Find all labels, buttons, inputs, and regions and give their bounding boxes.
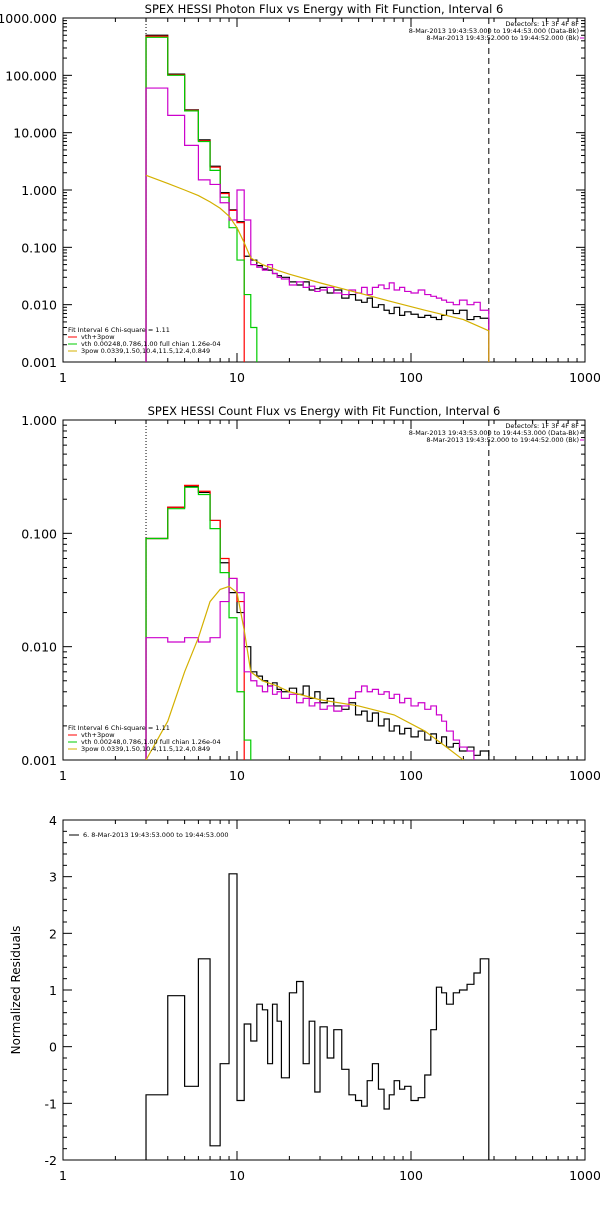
legend-entry: 3pow 0.0339,1.50,10.4,11.5,12.4,0.849: [81, 347, 210, 355]
series-line-4: [145, 87, 490, 362]
y-tick-label: 10.000: [13, 126, 57, 141]
x-tick-label: 100: [399, 768, 423, 783]
y-tick-label: 1: [49, 983, 57, 998]
series-group: [145, 484, 490, 760]
legend-entry: Fit Interval 6 Chi-square = 1.11: [68, 724, 170, 732]
x-tick-label: 10: [229, 1168, 245, 1183]
y-tick-label: 4: [49, 813, 57, 828]
y-tick-label: 3: [49, 870, 57, 885]
chart-panel-2: SPEX HESSI Count Flux vs Energy with Fit…: [21, 404, 600, 783]
y-tick-label: 1.000: [21, 413, 57, 428]
y-tick-label: 0.100: [21, 526, 57, 541]
header-line: 8-Mar-2013 19:43:53.000 to 19:44:53.000 …: [409, 27, 579, 35]
x-tick-label: 1: [59, 768, 67, 783]
y-tick-label: 0.001: [21, 753, 57, 768]
x-tick-label: 100: [399, 370, 423, 385]
x-tick-label: 1: [59, 370, 67, 385]
series-line-1: [145, 873, 490, 1160]
x-tick-label: 1: [59, 1168, 67, 1183]
legend-entry: 6. 8-Mar-2013 19:43:53.000 to 19:44:53.0…: [83, 831, 229, 839]
legend-entry: vth+3pow: [81, 731, 115, 739]
y-tick-label: 2: [49, 926, 57, 941]
series-line-1: [145, 485, 490, 760]
series-line-1: [145, 34, 490, 362]
header-line: 8-Mar-2013 19:43:52.000 to 19:44:52.000 …: [426, 436, 579, 444]
legend-entry: 3pow 0.0339,1.50,10.4,11.5,12.4,0.849: [81, 745, 210, 753]
y-axis-label: Normalized Residuals: [9, 926, 23, 1055]
series-line-4: [145, 577, 475, 760]
series-group: [145, 34, 490, 362]
axes-frame: [62, 819, 586, 1161]
legend-entry: vth 0.00248,0.786,1.00 full chian 1.26e-…: [81, 738, 221, 746]
axes-frame: [62, 419, 586, 761]
x-tick-label: 1000: [569, 768, 600, 783]
y-tick-label: 0.100: [21, 240, 57, 255]
header-line: 8-Mar-2013 19:43:52.000 to 19:44:52.000 …: [426, 34, 579, 42]
series-line-5: [145, 585, 464, 760]
header-line: Detectors: 1F 3F 4F 8F: [505, 20, 579, 28]
y-tick-label: 0.010: [21, 640, 57, 655]
series-line-3: [145, 36, 258, 362]
axes-frame: [62, 17, 586, 363]
chart-title: SPEX HESSI Photon Flux vs Energy with Fi…: [145, 2, 504, 16]
legend-entry: vth+3pow: [81, 333, 115, 341]
y-tick-label: -1: [45, 1096, 57, 1111]
legend-entry: Fit Interval 6 Chi-square = 1.11: [68, 326, 170, 334]
chart-panel-1: SPEX HESSI Photon Flux vs Energy with Fi…: [0, 2, 600, 385]
series-line-3: [145, 486, 252, 760]
chart-title: SPEX HESSI Count Flux vs Energy with Fit…: [148, 404, 501, 418]
header-line: 8-Mar-2013 19:43:53.000 to 19:44:53.000 …: [409, 429, 579, 437]
y-tick-label: 100.000: [5, 68, 57, 83]
header-line: Detectors: 1F 3F 4F 8F: [505, 422, 579, 430]
x-tick-label: 1000: [569, 370, 600, 385]
series-line-5: [145, 174, 490, 362]
y-tick-label: 0.010: [21, 298, 57, 313]
y-tick-label: 0: [49, 1040, 57, 1055]
x-tick-label: 10: [229, 370, 245, 385]
y-tick-label: 1.000: [21, 183, 57, 198]
y-tick-label: 1000.000: [0, 11, 57, 26]
series-group: [145, 873, 490, 1160]
chart-panel-3: 1 10 100 1000 -2 -1 0 1 2 3 4 Normalized Residuals 6…: [9, 813, 600, 1183]
x-tick-label: 1000: [569, 1168, 600, 1183]
y-tick-label: -2: [45, 1153, 57, 1168]
x-tick-label: 10: [229, 768, 245, 783]
legend-entry: vth 0.00248,0.786,1.00 full chian 1.26e-…: [81, 340, 221, 348]
x-tick-label: 100: [399, 1168, 423, 1183]
y-tick-label: 0.001: [21, 355, 57, 370]
